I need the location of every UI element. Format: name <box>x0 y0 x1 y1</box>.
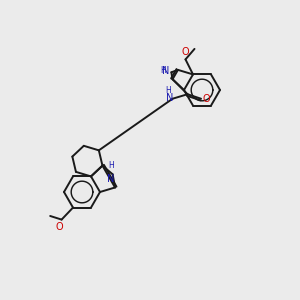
Text: H: H <box>160 66 166 75</box>
Text: O: O <box>202 94 210 104</box>
Text: N: N <box>167 93 174 103</box>
Text: O: O <box>56 222 63 232</box>
Text: H: H <box>108 161 114 170</box>
Text: N: N <box>107 174 115 184</box>
Text: N: N <box>163 66 170 76</box>
Text: H: H <box>166 86 171 95</box>
Text: O: O <box>182 47 189 57</box>
